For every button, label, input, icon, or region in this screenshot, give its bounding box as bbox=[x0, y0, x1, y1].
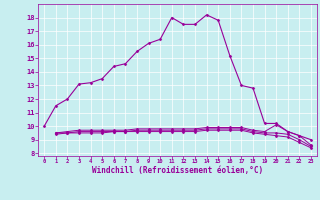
X-axis label: Windchill (Refroidissement éolien,°C): Windchill (Refroidissement éolien,°C) bbox=[92, 166, 263, 175]
